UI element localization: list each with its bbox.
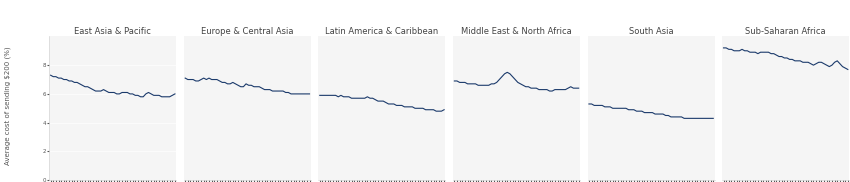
- Title: South Asia: South Asia: [629, 27, 673, 36]
- Title: Sub-Saharan Africa: Sub-Saharan Africa: [745, 27, 826, 36]
- Title: Latin America & Caribbean: Latin America & Caribbean: [326, 27, 439, 36]
- Title: Middle East & North Africa: Middle East & North Africa: [462, 27, 572, 36]
- Title: Europe & Central Asia: Europe & Central Asia: [201, 27, 293, 36]
- Text: Average cost of sending $200 (%): Average cost of sending $200 (%): [4, 46, 11, 165]
- Title: East Asia & Pacific: East Asia & Pacific: [74, 27, 151, 36]
